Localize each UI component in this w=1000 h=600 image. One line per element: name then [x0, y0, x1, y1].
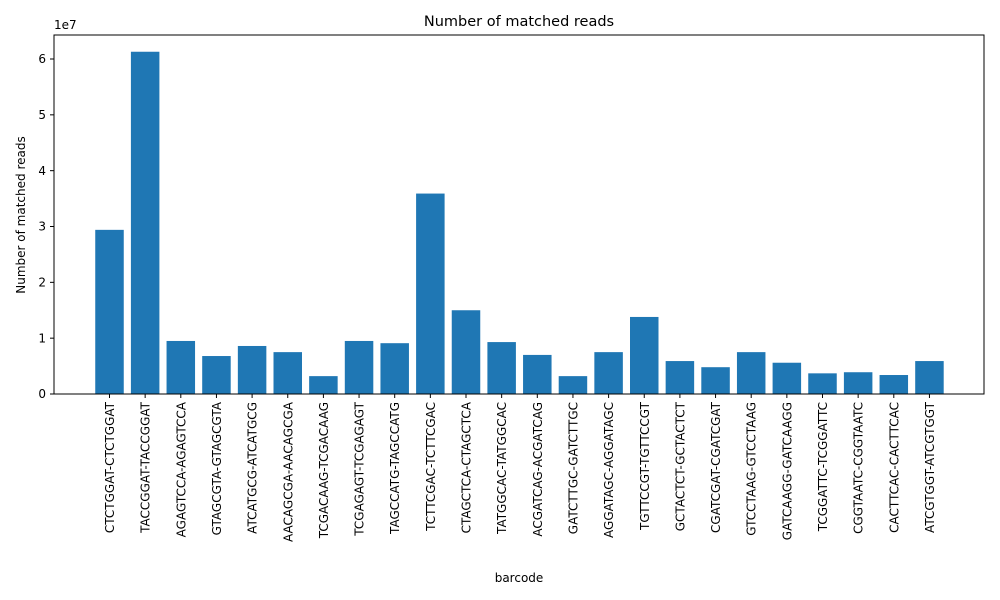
x-tick-label: ACGATCAG-ACGATCAG — [531, 402, 545, 537]
x-tick-label: TATGGCAC-TATGGCAC — [495, 402, 509, 535]
bar-cggtaatc-cggtaatc — [843, 372, 873, 394]
plot-frame — [53, 34, 985, 395]
bar-gtcctaag-gtcctaag — [736, 352, 766, 394]
y-tick-label: 2 — [38, 276, 46, 290]
x-tick-label: CTCTGGAT-CTCTGGAT — [103, 401, 117, 533]
x-tick-label: ATCGTGGT-ATCGTGGT — [923, 401, 937, 533]
bar-gatcttgc-gatcttgc — [558, 376, 588, 394]
x-tick-label: TGTTCCGT-TGTTCCGT — [638, 401, 652, 531]
y-tick-label: 3 — [38, 220, 46, 234]
y-axis-label: Number of matched reads — [14, 136, 28, 293]
x-axis-ticks: CTCTGGAT-CTCTGGAT TACCGGAT-TACCGGAT AGAGTC… — [103, 394, 937, 542]
x-tick-label: AGAGTCCA-AGAGTCCA — [174, 401, 188, 537]
bar-gctactct-gctactct — [665, 361, 695, 394]
x-tick-label: TCGACAAG-TCGACAAG — [317, 402, 331, 539]
bar-tcttcgac-tcttcgac — [416, 193, 445, 394]
bar-taccggat-taccggat — [130, 51, 160, 394]
bar-agagtcca-agagtcca — [166, 340, 196, 394]
y-tick-label: 5 — [38, 108, 46, 122]
x-tick-label: CGATCGAT-CGATCGAT — [709, 401, 723, 533]
x-tick-label: GATCTTGC-GATCTTGC — [566, 402, 580, 534]
bar-tcgagagt-tcgagagt — [344, 340, 374, 394]
bar-tgttccgt-tgttccgt — [630, 316, 659, 394]
x-tick-label: TCTTCGAC-TCTTCGAC — [424, 402, 438, 532]
x-tick-label: TCGGATTC-TCGGATTC — [816, 402, 830, 532]
x-tick-label: AGGATAGC-AGGATAGC — [602, 402, 616, 538]
bar-cacttcac-cacttcac — [879, 375, 909, 394]
x-tick-label: GCTACTCT-GCTACTCT — [673, 401, 687, 531]
x-tick-label: GATCAAGG-GATCAAGG — [780, 402, 794, 540]
x-tick-label: TAGCCATG-TAGCCATG — [388, 402, 402, 535]
bar-gatcaagg-gatcaagg — [772, 362, 802, 394]
x-tick-label: AACAGCGA-AACAGCGA — [281, 401, 295, 542]
x-tick-label: CTAGCTCA-CTAGCTCA — [460, 401, 474, 533]
x-tick-label: ATCATGCG-ATCATGCG — [246, 402, 260, 534]
y-tick-label: 0 — [38, 387, 46, 401]
x-tick-label: GTCCTAAG-GTCCTAAG — [745, 402, 759, 536]
y-axis-ticks: 0 1 2 3 4 5 6 — [38, 52, 54, 401]
bar-gtagcgta-gtagcgta — [202, 356, 231, 394]
bar-tcgacaag-tcgacaag — [309, 376, 338, 394]
bar-cgatcgat-cgatcgat — [701, 367, 730, 394]
y-tick-label: 4 — [38, 164, 46, 178]
bar-atcgtggt-atcgtggt — [915, 361, 944, 394]
bar-acgatcag-acgatcag — [523, 354, 552, 394]
x-tick-label: CGGTAATC-CGGTAATC — [852, 402, 866, 534]
y-tick-label: 6 — [38, 52, 46, 66]
bar-tatggcac-tatggcac — [487, 342, 516, 394]
bars-group — [95, 51, 944, 394]
x-axis-label: barcode — [495, 571, 544, 585]
y-offset-label: 1e7 — [54, 18, 77, 32]
bar-ctagctca-ctagctca — [451, 310, 481, 394]
bar-aggatagc-aggatagc — [594, 352, 623, 394]
x-tick-label: GTAGCGTA-GTAGCGTA — [210, 401, 224, 535]
chart-title: Number of matched reads — [424, 14, 614, 30]
x-tick-label: TCGAGAGT-TCGAGAGT — [353, 401, 367, 536]
bar-atcatgcg-atcatgcg — [237, 345, 267, 394]
x-tick-label: CACTTCAC-CACTTCAC — [887, 402, 901, 533]
bar-tagccatg-tagccatg — [380, 343, 409, 394]
bar-tcggattc-tcggattc — [808, 373, 837, 394]
y-tick-label: 1 — [38, 331, 46, 345]
bar-ctctggat-ctctggat — [95, 229, 124, 394]
x-tick-label: TACCGGAT-TACCGGAT — [139, 401, 153, 534]
bar-aacagcga-aacagcga — [273, 352, 302, 394]
